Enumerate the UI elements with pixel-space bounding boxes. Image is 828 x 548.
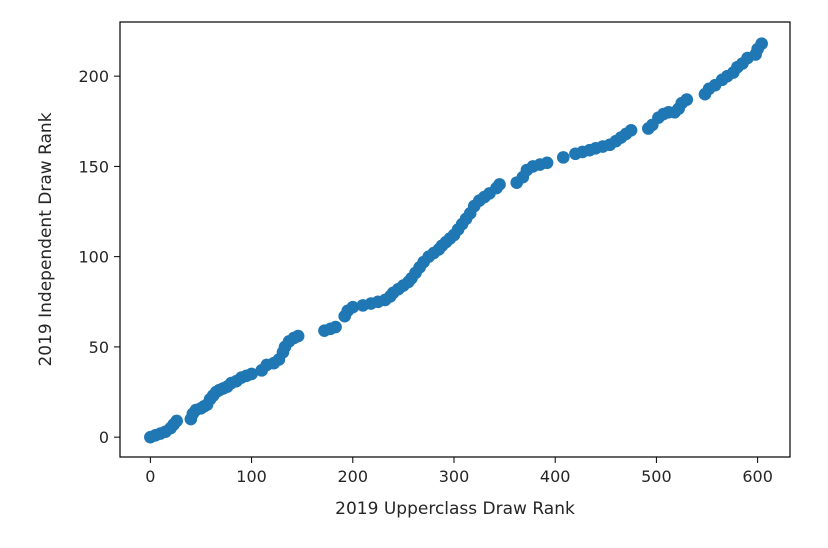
x-tick-label: 600 [742,467,773,486]
x-tick-label: 500 [641,467,672,486]
data-point [680,93,694,106]
y-tick-label: 150 [78,157,109,176]
x-tick-label: 0 [145,467,155,486]
data-point [346,300,360,314]
data-point [755,37,768,50]
data-point [493,178,506,191]
x-axis-label: 2019 Upperclass Draw Rank [335,499,575,519]
data-points [144,37,768,444]
plot-frame [119,21,791,458]
data-point [245,367,258,381]
x-axis-ticks: 0 100 200 300 400 500 600 [145,457,773,486]
y-tick-label: 100 [78,248,109,267]
data-point [170,414,183,428]
data-point [291,329,305,343]
x-tick-label: 100 [236,467,267,486]
x-tick-label: 400 [540,467,571,486]
data-point [540,156,554,170]
y-axis-ticks: 0 50 100 150 200 [78,67,120,447]
data-point [329,320,342,334]
x-tick-label: 300 [439,467,470,486]
y-tick-label: 0 [99,428,109,447]
y-axis-label: 2019 Independent Draw Rank [36,112,56,366]
y-tick-label: 50 [89,338,109,357]
data-point [624,124,638,137]
data-point [556,151,570,164]
y-tick-label: 200 [78,67,109,86]
x-tick-label: 200 [338,467,369,486]
